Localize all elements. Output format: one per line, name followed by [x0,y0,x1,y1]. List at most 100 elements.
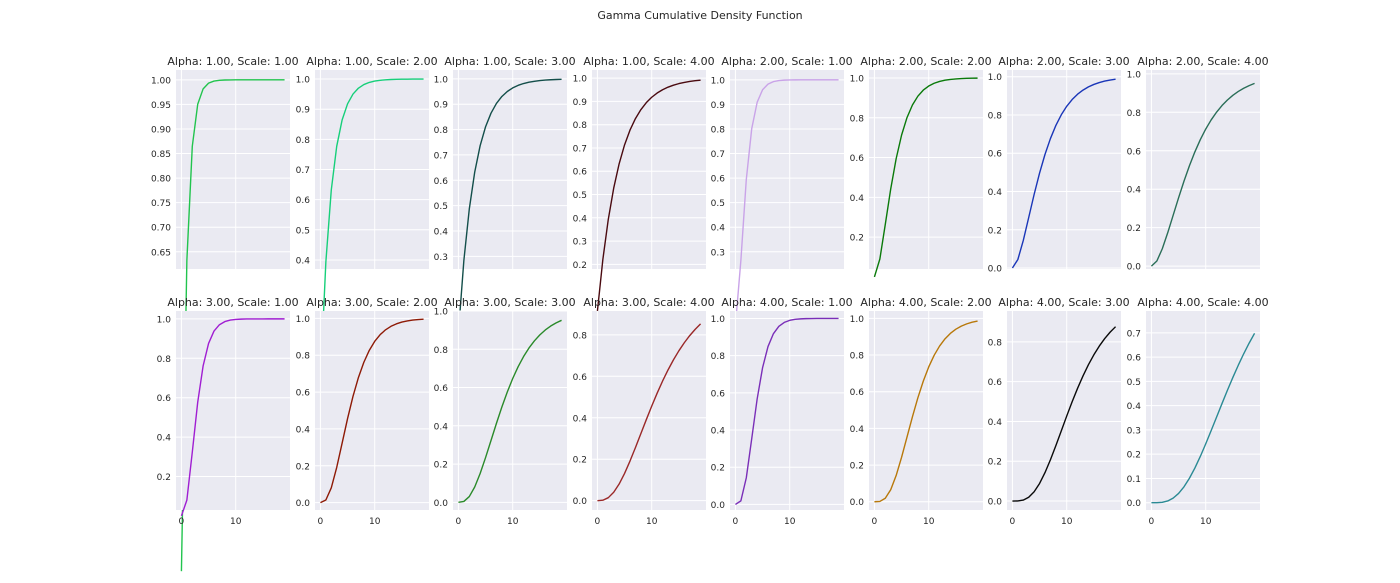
y-tick-label: 0.3 [1127,426,1141,436]
subplot-5: 0.3 0.4 0.5 0.6 0.7 0.8 0.9 1.0 Alpha: 2.00, Sca… [711,55,853,326]
subplot-6: 0.2 0.4 0.6 0.8 1.0 Alpha: 2.00, Scale: 2.00 [850,55,992,278]
y-tick-label: 0.3 [711,248,725,258]
y-tick-label: 0.2 [573,456,587,466]
subplot-title: Alpha: 1.00, Scale: 4.00 [583,55,714,68]
y-tick-label: 0.2 [1127,224,1141,234]
y-tick-label: 0.4 [434,227,449,237]
series-line [180,318,285,517]
subplot-title: Alpha: 4.00, Scale: 4.00 [1137,296,1268,309]
x-tick-label: 10 [784,517,796,527]
series-line [1011,78,1116,269]
y-tick-label: 0.8 [988,111,1003,121]
series-line [180,79,285,572]
y-tick-label: 0.2 [850,234,864,244]
y-tick-label: 0.7 [296,166,310,176]
plot-area [1007,311,1121,510]
y-tick-label: 0.75 [151,199,171,209]
subplot-16: 0.0 0.1 0.2 0.3 0.4 0.5 0.6 0.7 0 10 Alpha: 4.00, … [1127,296,1269,527]
y-tick-label: 0.4 [988,188,1003,198]
subplot-11: 0.0 0.2 0.4 0.6 0.8 1.0 0 10 Alpha: 3.00, Scale:… [434,296,576,527]
subplot-title: Alpha: 4.00, Scale: 3.00 [998,296,1129,309]
y-tick-label: 0.8 [434,126,449,136]
y-tick-label: 0.4 [988,418,1003,428]
x-tick-label: 0 [595,517,601,527]
y-tick-label: 0.6 [850,388,865,398]
y-tick-label: 0.6 [573,373,588,383]
y-tick-label: 0.4 [1127,402,1142,412]
plot-area [730,311,844,510]
subplot-4: 0.2 0.3 0.4 0.5 0.6 0.7 0.8 0.9 1.0 Alpha: 1.00, … [573,55,715,311]
y-tick-label: 0.4 [296,425,311,435]
y-tick-label: 0.0 [850,498,865,508]
y-tick-label: 1.0 [434,308,449,318]
x-tick-label: 0 [872,517,878,527]
y-tick-label: 0.4 [1127,186,1142,196]
y-tick-label: 0.6 [850,154,865,164]
y-tick-label: 0.6 [711,175,726,185]
series-line [734,79,839,326]
y-tick-label: 0.4 [296,256,311,266]
y-tick-label: 0.7 [1127,329,1141,339]
y-tick-label: 0.8 [573,331,588,341]
subplot-title: Alpha: 2.00, Scale: 3.00 [998,55,1129,68]
y-tick-label: 0.7 [434,151,448,161]
y-tick-label: 0.8 [711,125,726,135]
y-tick-label: 0.6 [573,168,588,178]
x-tick-label: 10 [230,517,242,527]
y-tick-label: 0.5 [1127,378,1141,388]
plot-area [176,70,290,269]
y-tick-label: 0.85 [151,150,171,160]
y-tick-label: 0.2 [988,226,1002,236]
x-tick-label: 0 [1010,517,1016,527]
y-tick-label: 0.4 [711,224,726,234]
y-tick-label: 0.8 [850,114,865,124]
y-tick-label: 0.95 [151,101,171,111]
y-tick-label: 0.2 [434,461,448,471]
y-tick-label: 0.8 [1127,109,1142,119]
y-tick-label: 0.6 [711,389,726,399]
subplot-title: Alpha: 4.00, Scale: 1.00 [721,296,852,309]
y-tick-label: 0.2 [988,458,1002,468]
y-tick-label: 0.2 [850,462,864,472]
subplot-title: Alpha: 1.00, Scale: 1.00 [167,55,298,68]
y-tick-label: 0.6 [988,378,1003,388]
y-tick-label: 0.6 [988,150,1003,160]
y-tick-label: 0.3 [434,253,448,263]
plot-area [730,70,844,269]
y-tick-label: 0.70 [151,224,171,234]
subplot-8: 0.0 0.2 0.4 0.6 0.8 1.0 Alpha: 2.00, Scale: 4.… [1127,55,1269,273]
subplot-7: 0.0 0.2 0.4 0.6 0.8 1.0 Alpha: 2.00, Scale: 3.… [988,55,1130,275]
y-tick-label: 0.9 [711,101,726,111]
y-tick-label: 0.4 [434,422,449,432]
y-tick-label: 0.6 [1127,354,1142,364]
x-tick-label: 10 [507,517,519,527]
figure-title: Gamma Cumulative Density Function [597,9,803,22]
y-tick-label: 0.0 [434,499,449,509]
y-tick-label: 0.0 [711,501,726,511]
y-tick-label: 1.0 [434,75,449,85]
x-tick-label: 0 [733,517,739,527]
plot-area [1007,70,1121,269]
y-tick-label: 0.4 [573,214,588,224]
plot-area [453,70,567,269]
y-tick-label: 0.8 [573,121,588,131]
y-tick-label: 1.0 [988,73,1003,83]
series-line [735,317,839,506]
subplot-10: 0.0 0.2 0.4 0.6 0.8 1.0 0 10 Alpha: 3.00, Scale:… [296,296,438,527]
subplot-title: Alpha: 1.00, Scale: 2.00 [306,55,437,68]
y-tick-label: 0.4 [711,427,726,437]
plot-area [592,311,706,510]
y-tick-label: 0.2 [296,462,310,472]
subplot-title: Alpha: 3.00, Scale: 2.00 [306,296,437,309]
plot-area [869,70,983,269]
series-line [319,78,424,381]
x-tick-label: 10 [923,517,935,527]
series-line [320,318,424,504]
plot-area [869,311,983,510]
y-tick-label: 0.80 [151,175,171,185]
y-tick-label: 1.0 [850,315,865,325]
x-tick-label: 10 [646,517,658,527]
y-tick-label: 0.5 [573,191,587,201]
